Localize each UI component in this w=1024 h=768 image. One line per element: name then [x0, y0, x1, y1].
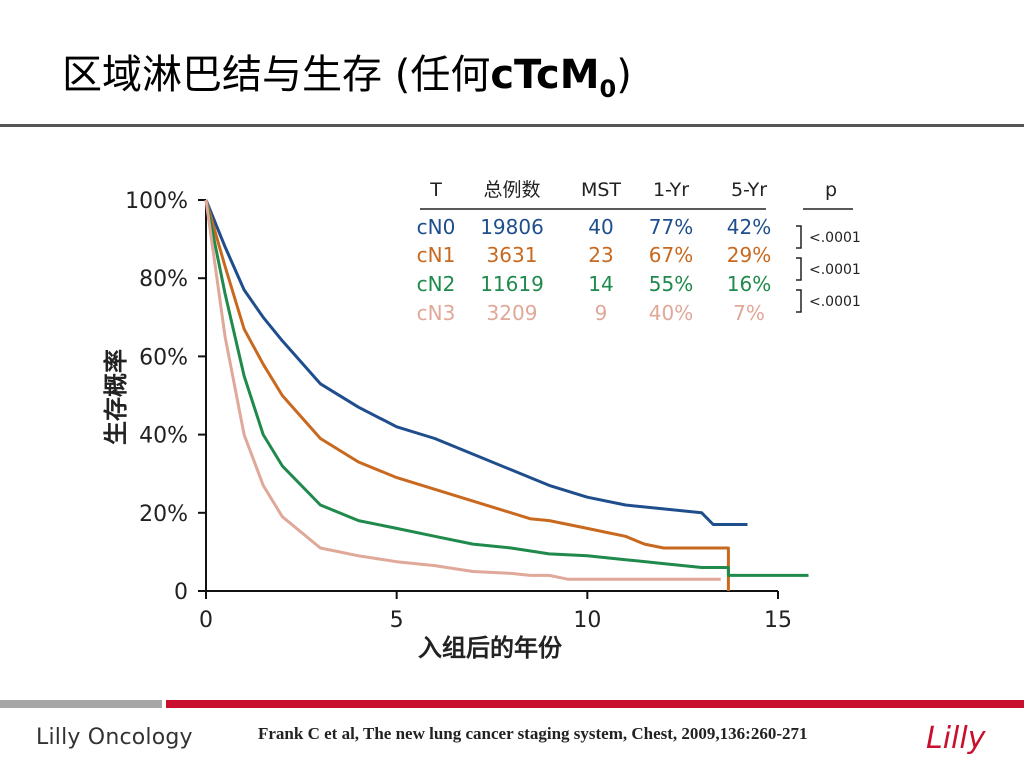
p-bracket — [796, 289, 802, 313]
y-tick-label: 60% — [139, 345, 188, 370]
table-cell: 29% — [727, 243, 771, 267]
table-cell: 19806 — [480, 215, 544, 239]
table-cell: 67% — [649, 243, 693, 267]
footer-brand: Lilly Oncology — [36, 725, 193, 750]
table-cell: 77% — [649, 215, 693, 239]
x-tick-label: 5 — [390, 608, 404, 633]
table-cell: 3631 — [487, 243, 538, 267]
curve-cN0 — [204, 199, 748, 526]
table-header: 总例数 — [483, 179, 540, 201]
lilly-logo: Lilly — [926, 721, 987, 756]
table-cell: cN2 — [417, 272, 456, 296]
footer-citation: Frank C et al, The new lung cancer stagi… — [258, 724, 808, 743]
table-cell: 40% — [649, 301, 693, 325]
y-tick-label: 20% — [139, 502, 188, 527]
p-bracket — [796, 225, 802, 249]
table-cell: cN0 — [417, 215, 456, 239]
survival-chart: 0 20% 40% 60% 80% 100% 0 5 10 15 入组后的年份 生存概率 T 总例数… — [102, 179, 861, 662]
y-tick-label: 100% — [125, 189, 188, 214]
p-value-column: p <.0001 <.0001 <.0001 — [796, 179, 861, 313]
y-tick-label: 80% — [139, 267, 188, 292]
table-cell: 9 — [595, 301, 608, 325]
table-cell: cN1 — [417, 243, 456, 267]
chart-tick-labels: 0 20% 40% 60% 80% 100% 0 5 10 15 — [125, 189, 792, 633]
footer-bar-gray — [0, 700, 162, 708]
footer-bar-red — [166, 700, 1024, 708]
table-header: T — [429, 179, 442, 201]
svg-text:Lilly: Lilly — [926, 721, 987, 756]
y-axis-label: 生存概率 — [102, 349, 130, 445]
table-header: 5-Yr — [731, 179, 767, 201]
slide-title: 区域淋巴结与生存 (任何cTcM0) — [62, 52, 632, 103]
table-cell: 7% — [733, 301, 765, 325]
p-header: p — [825, 179, 837, 201]
table-cell: 55% — [649, 272, 693, 296]
p-value: <.0001 — [809, 230, 861, 246]
table-header: 1-Yr — [653, 179, 689, 201]
table-cell: 40 — [588, 215, 613, 239]
p-value: <.0001 — [809, 262, 861, 278]
table-cell: 16% — [727, 272, 771, 296]
x-tick-label: 10 — [573, 608, 601, 633]
p-value: <.0001 — [809, 294, 861, 310]
table-cell: 23 — [588, 243, 613, 267]
table-cell: 11619 — [480, 272, 544, 296]
x-axis-label: 入组后的年份 — [418, 634, 563, 662]
y-tick-label: 0 — [174, 580, 188, 605]
curve-cN3 — [204, 199, 721, 581]
chart-axes — [205, 200, 778, 592]
table-cell: 14 — [588, 272, 613, 296]
p-bracket — [796, 257, 802, 281]
x-tick-label: 0 — [199, 608, 213, 633]
title-divider — [0, 124, 1024, 127]
curve-cN1 — [204, 199, 730, 591]
table-cell: cN3 — [417, 301, 456, 325]
stats-table: T 总例数 MST 1-Yr 5-Yr cN0 19806 40 77% 42% cN1 3631 23… — [417, 179, 772, 325]
table-header: MST — [581, 179, 621, 201]
chart-curves — [204, 199, 809, 591]
table-cell: 3209 — [487, 301, 538, 325]
x-tick-label: 15 — [764, 608, 792, 633]
curve-cN2 — [204, 199, 809, 577]
table-cell: 42% — [727, 215, 771, 239]
y-tick-label: 40% — [139, 424, 188, 449]
